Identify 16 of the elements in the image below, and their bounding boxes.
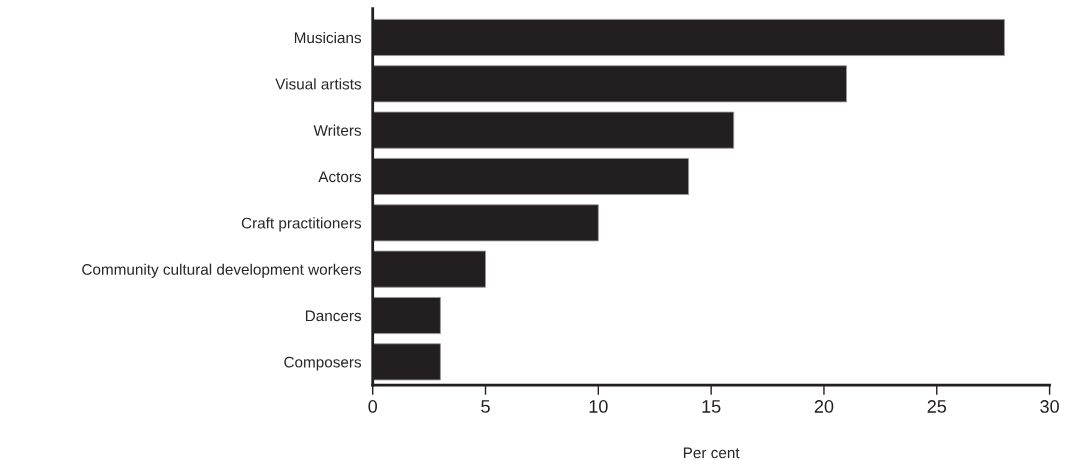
x-axis-title: Per cent	[683, 447, 740, 459]
y-tick-label: Visual artists	[275, 78, 362, 90]
y-tick-label: Musicians	[294, 31, 362, 44]
x-tick-label: 15	[702, 400, 721, 413]
x-tick-label: 30	[1040, 400, 1059, 413]
y-tick-label: Actors	[318, 171, 362, 183]
y-tick-label: Community cultural development workers	[82, 263, 362, 278]
x-tick-label: 5	[481, 400, 490, 413]
x-tick-label: 0	[368, 400, 378, 413]
y-tick-label: Craft practitioners	[241, 217, 362, 232]
x-tick-label: 20	[814, 400, 834, 413]
x-tick-label: 10	[589, 400, 608, 413]
y-tick-label: Dancers	[305, 310, 362, 322]
y-tick-label: Composers	[284, 356, 362, 371]
x-tick-label: 25	[927, 400, 947, 413]
y-tick-label: Writers	[313, 124, 362, 136]
